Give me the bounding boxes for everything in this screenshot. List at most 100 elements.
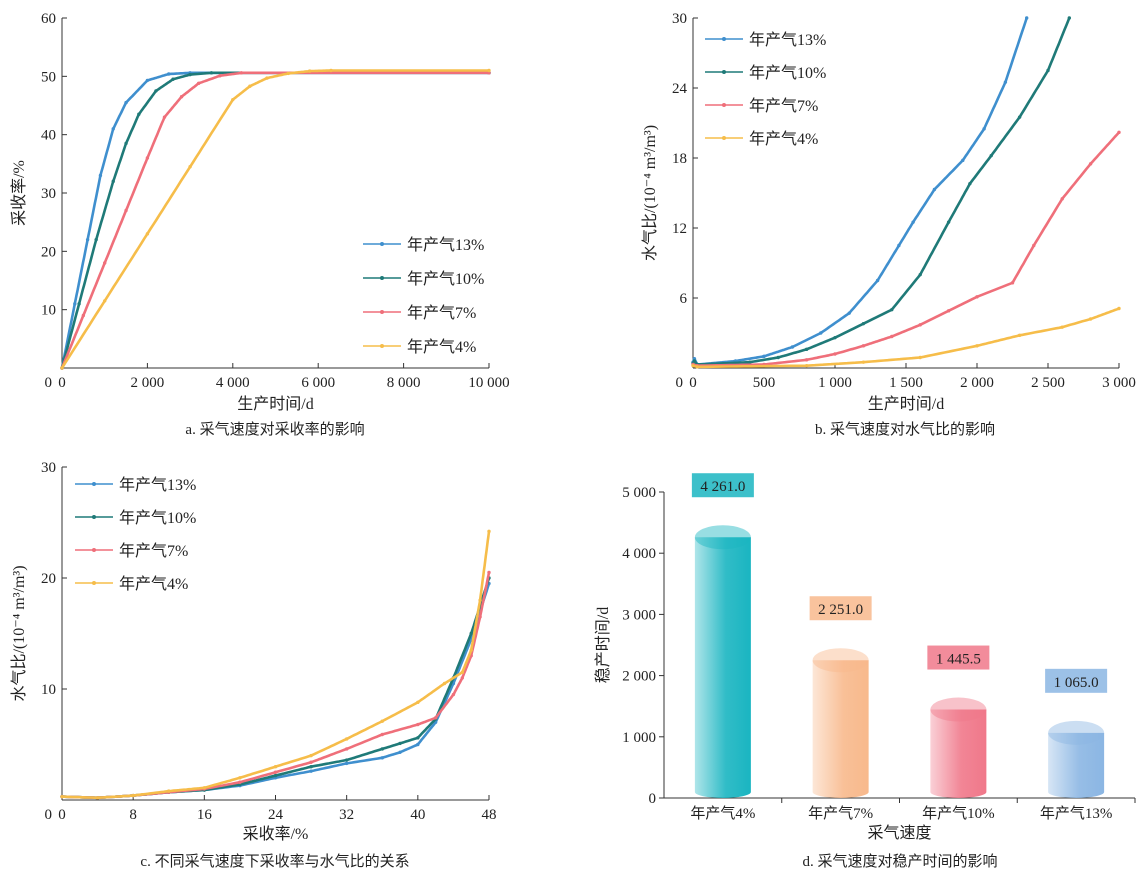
data-point-series-1	[961, 158, 965, 163]
x-tick-label: 6 000	[301, 375, 335, 391]
y-tick-label: 24	[672, 81, 688, 97]
data-point-series-4	[695, 365, 699, 369]
legend-marker-4	[92, 581, 96, 585]
data-point-series-1	[982, 127, 986, 131]
data-label-3: 1 445.5	[936, 652, 981, 668]
origin-tick-label: 0	[45, 375, 53, 391]
data-point-series-4	[95, 796, 100, 800]
x-axis-label: 采气速度	[867, 824, 931, 842]
legend-label-2: 年产气10%	[407, 270, 484, 288]
data-point-series-1	[344, 761, 349, 766]
data-point-series-2	[398, 741, 402, 746]
series-line-2	[691, 17, 1071, 366]
y-tick-label: 3 000	[622, 607, 656, 623]
y-tick-label: 60	[41, 11, 56, 27]
data-point-series-2	[137, 112, 141, 116]
series-line-2	[62, 577, 491, 800]
x-tick-label: 0	[58, 375, 66, 391]
series-line-4	[692, 307, 1120, 369]
data-point-series-1	[790, 345, 795, 349]
x-tick-label: 2 000	[960, 375, 994, 391]
data-point-series-4	[1088, 317, 1093, 321]
data-point-series-4	[60, 794, 64, 799]
data-point-series-4	[442, 681, 447, 686]
data-point-series-2	[968, 181, 972, 186]
series-line-3	[692, 131, 1120, 367]
data-point-series-3	[890, 334, 894, 339]
legend-label-4: 年产气4%	[407, 338, 476, 356]
panel-c-caption: c. 不同采气速度下采收率与水气比的关系	[140, 854, 410, 870]
data-point-series-3	[162, 115, 167, 119]
data-point-series-4	[188, 165, 192, 169]
x-axis-label: 生产时间/d	[868, 395, 944, 413]
data-point-series-3	[861, 344, 866, 348]
data-point-series-3	[1117, 130, 1121, 135]
data-point-series-4	[131, 793, 135, 798]
x-tick-label: 2 500	[1031, 375, 1065, 391]
data-point-series-1	[309, 769, 313, 773]
legend-marker-4	[380, 344, 384, 348]
data-point-series-2	[946, 220, 951, 224]
panel-d-caption: d. 采气速度对稳产时间的影响	[802, 854, 998, 870]
y-tick-label: 50	[41, 69, 56, 85]
legend-marker-3	[722, 103, 726, 107]
data-point-series-3	[946, 309, 951, 313]
y-tick-label: 40	[41, 128, 56, 144]
data-point-series-3	[218, 74, 222, 78]
data-point-series-1	[380, 756, 384, 760]
x-tick-label: 48	[482, 807, 497, 823]
y-tick-label: 30	[41, 186, 56, 202]
x-tick-label: 40	[410, 807, 425, 823]
panel-c-chart: 0 8 16 24 32 40 48 0 10 20 30 采收率/% 水气比/(10⁻⁴ m³/m³)…	[10, 460, 497, 843]
data-label-box-3	[927, 645, 990, 670]
data-point-series-2	[861, 321, 866, 326]
data-point-series-4	[231, 97, 235, 102]
legend-label-1: 年产气13%	[119, 476, 196, 494]
x-tick-label: 0	[689, 375, 697, 391]
data-point-series-2	[124, 141, 128, 146]
data-point-series-3	[1032, 243, 1036, 248]
data-point-series-4	[487, 68, 491, 73]
y-tick-label: 1 000	[622, 730, 656, 746]
data-point-series-4	[1117, 306, 1121, 311]
x-tick-label: 8 000	[387, 375, 421, 391]
data-point-series-1	[398, 750, 402, 754]
data-label-box-1	[691, 473, 754, 498]
data-point-series-3	[124, 208, 128, 213]
y-tick-label: 6	[680, 291, 688, 307]
legend-label-2: 年产气10%	[119, 509, 196, 527]
data-point-series-2	[748, 360, 752, 364]
data-point-series-4	[804, 363, 809, 368]
data-point-series-2	[918, 272, 922, 277]
data-point-series-2	[273, 773, 278, 778]
legend-marker-2	[380, 276, 384, 280]
data-point-series-3	[238, 780, 242, 784]
data-point-series-1	[111, 127, 115, 131]
data-point-series-1	[1003, 80, 1008, 84]
data-point-series-4	[975, 344, 979, 348]
data-point-series-2	[833, 335, 837, 340]
data-point-series-2	[416, 736, 420, 740]
series-line-2	[60, 71, 489, 369]
data-point-series-3	[1088, 162, 1093, 166]
series-line-3	[60, 71, 489, 369]
y-tick-label: 30	[672, 11, 687, 27]
data-point-series-1	[145, 78, 150, 83]
data-label-box-2	[809, 596, 872, 621]
data-point-series-3	[804, 358, 809, 362]
data-point-series-3	[460, 676, 465, 680]
data-point-series-1	[85, 237, 90, 242]
data-point-series-4	[487, 529, 491, 534]
x-tick-label: 3 000	[1102, 375, 1136, 391]
legend-marker-1	[380, 242, 384, 246]
data-point-series-2	[1017, 115, 1022, 119]
data-point-series-3	[918, 323, 922, 327]
data-point-series-1	[819, 331, 823, 335]
legend-label-3: 年产气7%	[407, 304, 476, 322]
legend-label-1: 年产气13%	[407, 236, 484, 254]
data-point-series-2	[1046, 68, 1050, 73]
x-tick-label: 1 500	[889, 375, 923, 391]
x-tick-label: 16	[197, 807, 213, 823]
series-line-4	[60, 69, 489, 369]
x-tick-label-4: 年产气13%	[1040, 805, 1113, 822]
